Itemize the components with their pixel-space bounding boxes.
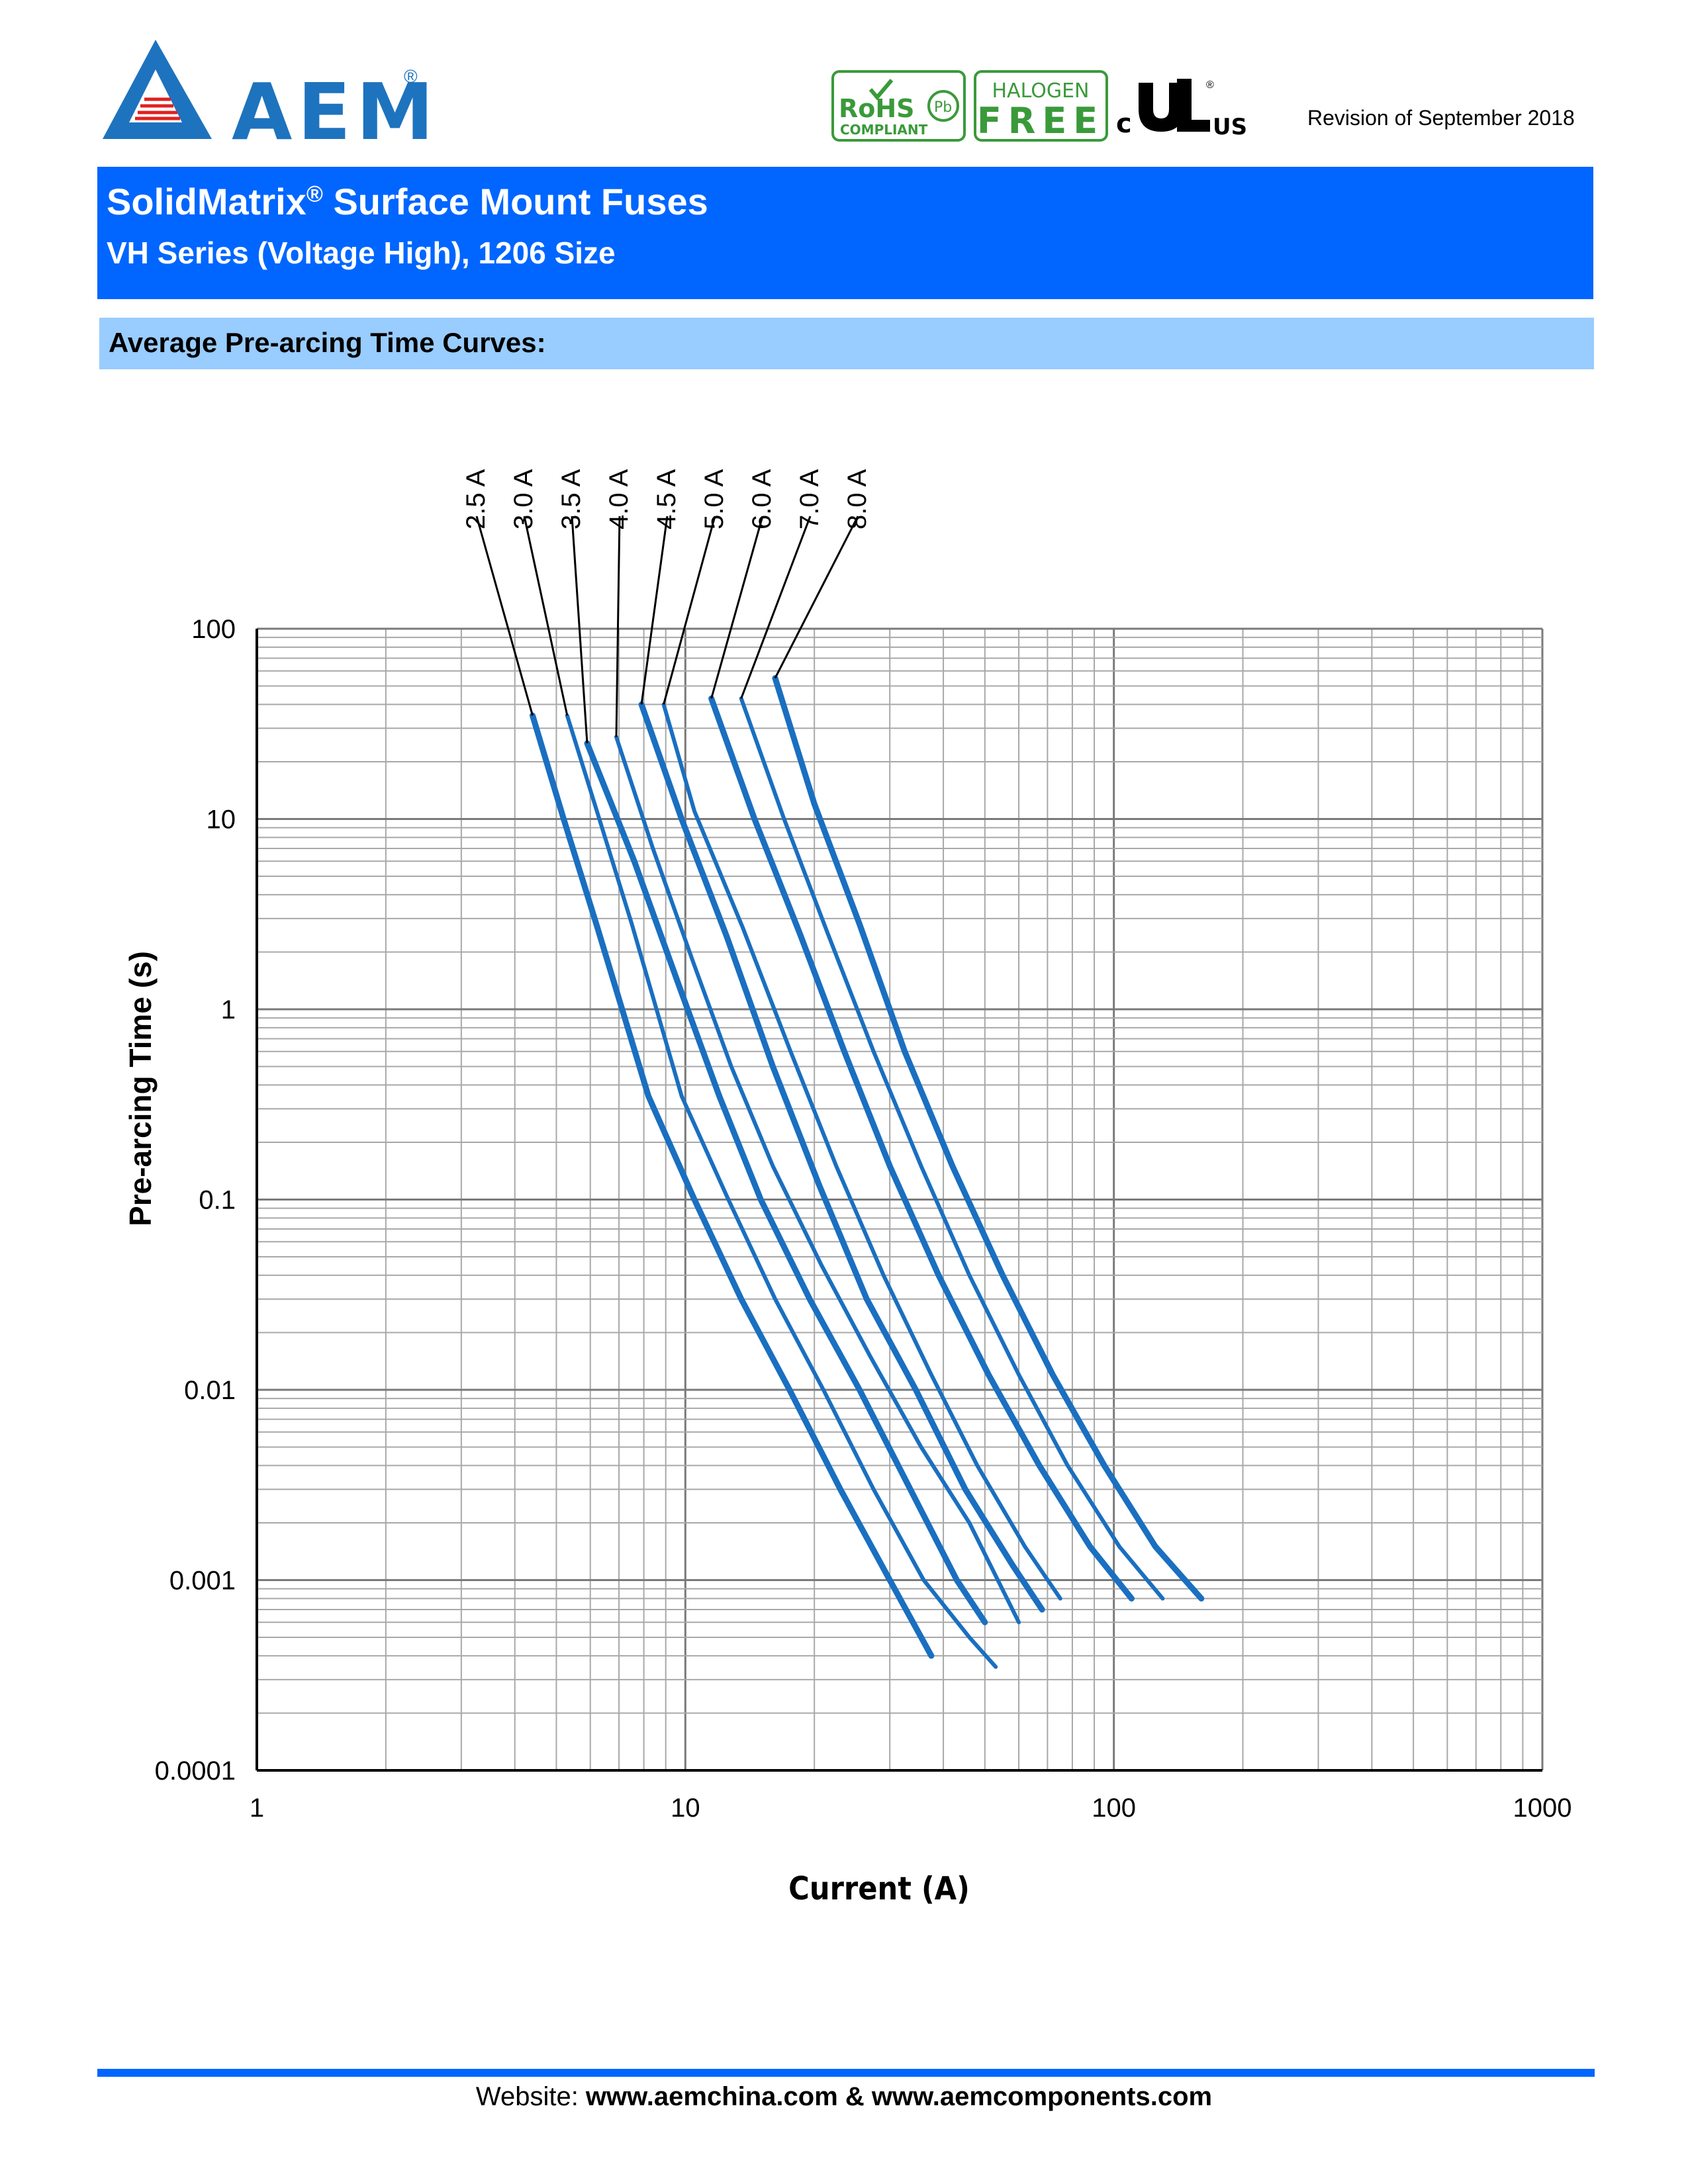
series-label: 2.5 A [461,469,491,529]
section-banner: Average Pre-arcing Time Curves: [99,318,1594,369]
rohs-text: RoHS [839,94,915,123]
series-line [772,675,1205,1602]
series-line [530,712,935,1659]
series-leader-line [640,516,669,705]
y-tick-label: 0.001 [169,1567,236,1596]
ul-logo-icon [1139,79,1210,132]
check-icon [868,79,894,101]
ul-us-text: US [1213,114,1247,140]
free-text: FREE [977,100,1104,142]
series-line [661,702,1062,1601]
series-line [614,735,1021,1625]
page-title: SolidMatrix® Surface Mount Fuses [107,180,708,223]
series-line [708,695,1135,1602]
series-leader-line [663,516,716,705]
y-tick-label: 0.01 [184,1376,236,1405]
series-label: 8.0 A [843,469,872,529]
website-links[interactable]: www.aemchina.com & www.aemcomponents.com [585,2082,1213,2111]
series-leader-line [571,516,588,744]
series-label: 3.0 A [509,469,538,529]
y-tick-label: 1 [221,995,236,1024]
footer-divider [97,2069,1595,2077]
series-line [739,696,1165,1601]
series-line [584,740,988,1625]
pre-arcing-time-chart: 1 10 100 1000 0.0001 0.001 0.01 0.1 1 10 100 2.5 A… [123,469,1572,1907]
chart-series-labels: 2.5 A 3.0 A 3.5 A 4.0 A 4.5 A 5.0 A 6.0 A 7.0 A… [461,469,872,744]
series-leader-line [774,516,859,679]
x-tick-label: 1000 [1513,1794,1572,1823]
ul-mark: c ® US [1116,79,1247,140]
y-axis-label: Pre-arcing Time (s) [123,951,158,1226]
rohs-badge: RoHS Pb COMPLIANT [831,70,966,142]
series-line [638,701,1045,1613]
x-tick-label: 10 [671,1794,700,1823]
y-tick-label: 100 [191,615,236,644]
x-tick-label: 1 [250,1794,264,1823]
aem-logo: AEM ® [103,40,430,152]
title-prefix: SolidMatrix [107,181,306,222]
chart-tick-labels: 1 10 100 1000 0.0001 0.001 0.01 0.1 1 10 100 [155,615,1572,1823]
revision-date: Revision of September 2018 [1307,106,1575,130]
pb-free-icon [927,90,959,122]
page-subtitle: VH Series (Voltage High), 1206 Size [107,236,616,270]
aem-logo-text: AEM [232,66,430,152]
series-leader-line [523,516,569,716]
footer-prefix: Website: [475,2082,586,2111]
footer: Website: www.aemchina.com & www.aemcompo… [0,2082,1688,2112]
series-line [565,713,998,1669]
registered-mark: ® [404,66,418,87]
aem-triangle-icon [103,40,212,139]
chart-grid [256,627,1544,1772]
rohs-compliant-text: COMPLIANT [840,122,928,138]
series-leader-line [710,516,764,699]
y-tick-label: 0.0001 [155,1756,236,1786]
y-tick-label: 0.1 [199,1186,236,1215]
title-banner: SolidMatrix® Surface Mount Fuses VH Seri… [97,167,1593,299]
ul-registered: ® [1206,79,1214,91]
pb-text: Pb [934,99,952,116]
x-tick-label: 100 [1092,1794,1136,1823]
ul-c-text: c [1116,109,1132,139]
title-registered-mark: ® [306,181,323,207]
x-axis-label: Current (A) [788,1870,970,1907]
series-leader-line [475,516,534,716]
series-leader-line [615,516,621,737]
halogen-text: HALOGEN [992,79,1090,103]
series-leader-line [740,516,812,699]
halogen-free-badge: HALOGEN FREE [974,70,1108,142]
section-title: Average Pre-arcing Time Curves: [109,327,546,358]
title-suffix: Surface Mount Fuses [322,181,708,222]
chart-series [530,675,1205,1669]
y-tick-label: 10 [207,805,236,835]
